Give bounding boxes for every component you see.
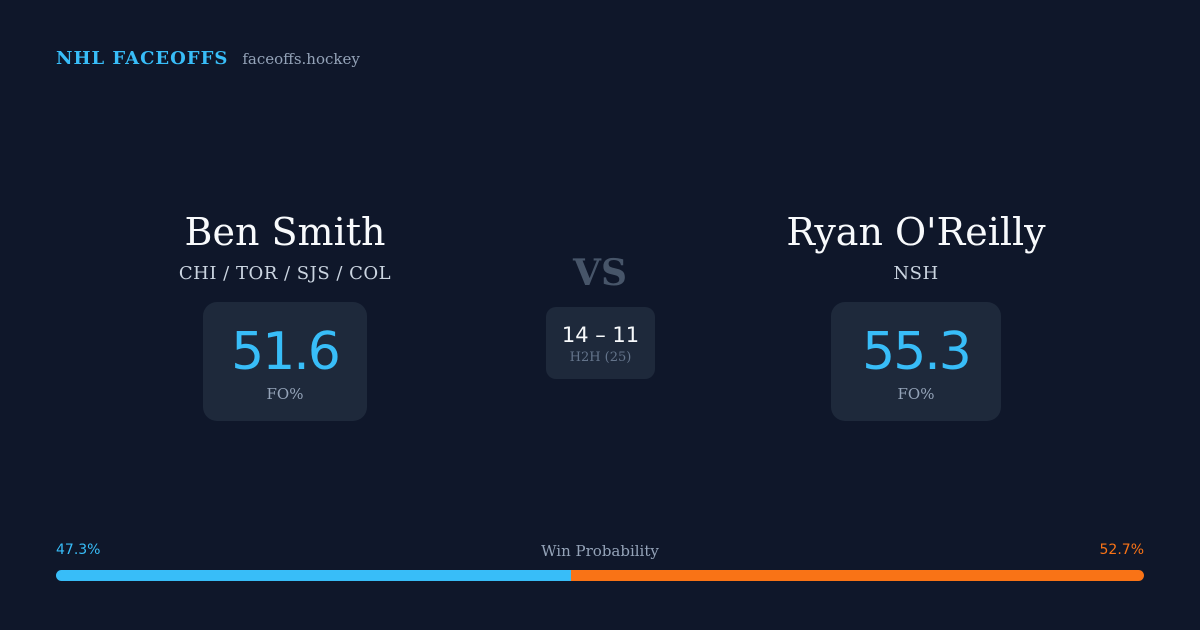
player-left-fo-label: FO% xyxy=(266,384,304,403)
player-left-stat-card: 51.6 FO% xyxy=(203,302,367,421)
player-right-teams: NSH xyxy=(893,263,939,284)
h2h-label: H2H (25) xyxy=(569,349,632,365)
player-right-fo-label: FO% xyxy=(897,384,935,403)
player-left: Ben Smith CHI / TOR / SJS / COL 51.6 FO% xyxy=(85,206,485,421)
win-probability-fill-left xyxy=(56,570,571,581)
win-probability-left-label: 47.3% xyxy=(56,542,101,558)
win-probability-title: Win Probability xyxy=(541,542,659,560)
player-right: Ryan O'Reilly NSH 55.3 FO% xyxy=(716,206,1116,421)
win-probability-header: 47.3% Win Probability 52.7% xyxy=(56,542,1144,564)
player-right-fo-value: 55.3 xyxy=(862,321,972,382)
player-left-name: Ben Smith xyxy=(184,210,386,254)
player-right-stat-card: 55.3 FO% xyxy=(831,302,1001,421)
win-probability-bar xyxy=(56,570,1144,581)
h2h-card: 14 – 11 H2H (25) xyxy=(546,307,655,379)
player-right-name: Ryan O'Reilly xyxy=(786,210,1046,254)
brand-title[interactable]: NHL FACEOFFS xyxy=(56,48,229,69)
vs-label: VS xyxy=(573,252,627,294)
brand: NHL FACEOFFS faceoffs.hockey xyxy=(56,48,360,69)
player-left-teams: CHI / TOR / SJS / COL xyxy=(178,263,392,284)
win-probability-right-label: 52.7% xyxy=(1099,542,1144,558)
player-left-fo-value: 51.6 xyxy=(231,321,341,382)
brand-site[interactable]: faceoffs.hockey xyxy=(242,50,360,68)
h2h-score: 14 – 11 xyxy=(561,322,640,347)
win-probability-fill-right xyxy=(570,570,1144,581)
